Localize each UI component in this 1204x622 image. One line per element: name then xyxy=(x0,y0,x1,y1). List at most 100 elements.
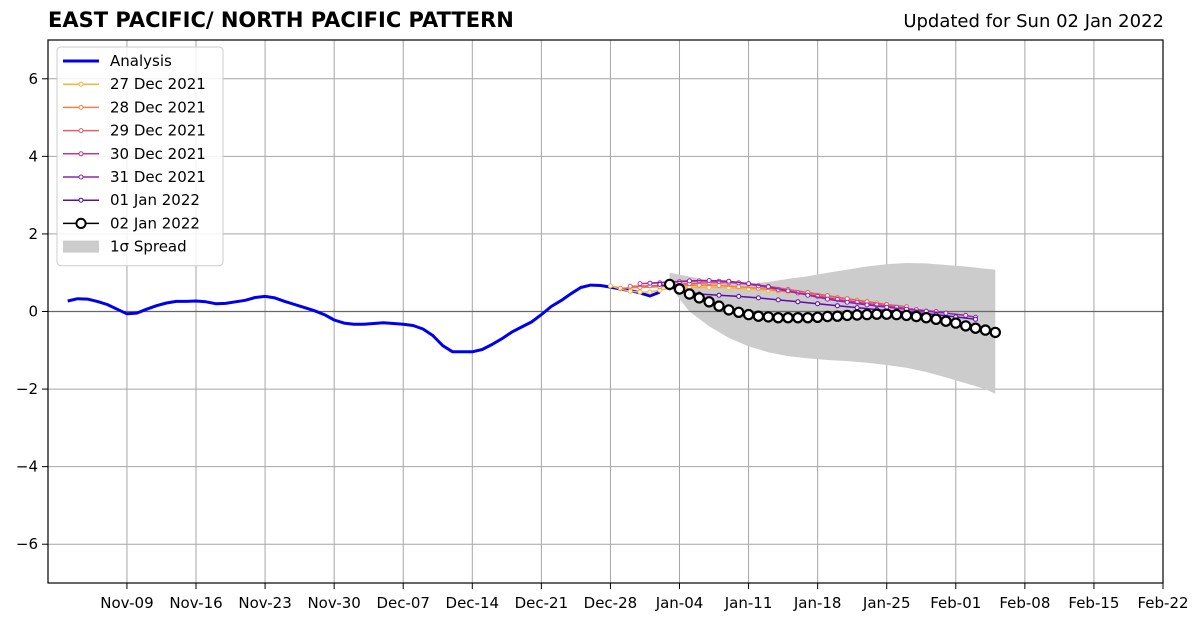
spread-band-layer xyxy=(669,263,996,394)
data-point xyxy=(637,289,643,295)
data-point xyxy=(746,281,752,287)
data-point xyxy=(713,300,725,312)
legend-marker xyxy=(78,81,84,87)
data-point xyxy=(844,299,850,305)
data-point xyxy=(900,309,913,322)
data-point xyxy=(851,309,863,321)
legend-label: 28 Dec 2021 xyxy=(110,98,206,116)
data-point xyxy=(723,304,735,316)
y-tick-label: 0 xyxy=(28,303,38,321)
data-point xyxy=(805,292,811,298)
data-point xyxy=(663,278,676,291)
data-point xyxy=(647,280,653,286)
data-point xyxy=(782,312,794,324)
data-point xyxy=(861,308,873,321)
legend-label: 27 Dec 2021 xyxy=(110,75,206,93)
x-tick-label: Feb-08 xyxy=(999,594,1050,612)
data-point xyxy=(920,312,932,324)
data-point xyxy=(703,296,715,308)
legend-label: 02 Jan 2022 xyxy=(110,214,200,232)
data-point xyxy=(627,283,633,289)
legend-marker xyxy=(78,174,84,180)
legend-marker xyxy=(78,128,84,134)
data-point xyxy=(821,310,834,323)
data-point xyxy=(706,278,712,283)
chart-title: EAST PACIFIC/ NORTH PACIFIC PATTERN xyxy=(48,8,514,32)
legend-marker xyxy=(78,197,84,203)
legend-swatch xyxy=(63,240,99,253)
x-tick-label: Jan-11 xyxy=(724,594,773,612)
data-point xyxy=(834,303,840,309)
data-point xyxy=(831,310,844,322)
data-point xyxy=(792,312,804,324)
data-point xyxy=(752,310,765,322)
y-tick-label: −4 xyxy=(16,458,38,476)
data-point xyxy=(772,312,784,324)
data-point xyxy=(762,311,775,323)
data-point xyxy=(825,296,830,302)
y-tick-label: 4 xyxy=(28,147,38,165)
x-tick-label: Jan-18 xyxy=(793,594,842,612)
data-point xyxy=(854,305,860,311)
data-point xyxy=(963,312,969,318)
y-tick-label: −2 xyxy=(16,380,38,398)
series-line-analysis xyxy=(67,283,661,354)
data-point xyxy=(726,278,732,284)
series-layer xyxy=(67,278,1002,354)
legend-marker xyxy=(78,151,84,157)
x-tick-label: Dec-28 xyxy=(584,594,638,612)
y-tick-label: −6 xyxy=(16,535,38,553)
legend-marker xyxy=(75,217,87,229)
x-tick-label: Nov-23 xyxy=(238,594,291,612)
data-point xyxy=(647,289,653,295)
data-point xyxy=(910,310,923,323)
legend-label: 31 Dec 2021 xyxy=(110,168,206,186)
data-point xyxy=(950,317,962,329)
data-point xyxy=(973,316,978,322)
x-tick-label: Dec-21 xyxy=(515,594,569,612)
x-tick-label: Nov-16 xyxy=(169,594,222,612)
legend-label: Analysis xyxy=(110,52,172,70)
chart-subtitle: Updated for Sun 02 Jan 2022 xyxy=(903,11,1164,32)
data-point xyxy=(765,284,771,290)
legend-label: 29 Dec 2021 xyxy=(110,122,206,140)
data-point xyxy=(657,281,663,287)
legend-entry: 01 Jan 2022 xyxy=(63,191,200,209)
data-point xyxy=(686,278,692,284)
data-point xyxy=(706,285,712,290)
data-point xyxy=(841,309,853,322)
data-point xyxy=(607,283,613,289)
legend-box xyxy=(56,46,224,267)
data-point xyxy=(943,310,949,316)
axes: Nov-09 Nov-16 Nov-23 Nov-30 Dec-07 Dec-14 Dec-… xyxy=(16,39,1189,612)
series-line xyxy=(649,279,976,319)
legend-entry: 30 Dec 2021 xyxy=(63,145,206,163)
legend-entry: 28 Dec 2021 xyxy=(63,98,206,116)
legend-entry: 1σ Spread xyxy=(63,238,187,256)
data-point xyxy=(637,281,643,287)
x-tick-label: Feb-22 xyxy=(1137,594,1188,612)
data-point xyxy=(627,288,633,294)
data-point xyxy=(716,292,722,298)
data-point xyxy=(755,295,761,301)
legend-entry: 02 Jan 2022 xyxy=(63,214,200,232)
data-point xyxy=(940,315,952,327)
x-tick-label: Jan-25 xyxy=(862,594,911,612)
x-tick-label: Feb-01 xyxy=(930,594,981,612)
legend: Analysis 27 Dec 2021 28 Dec 2021 29 Dec 202… xyxy=(56,46,224,267)
data-point xyxy=(979,324,992,336)
data-point xyxy=(811,311,824,323)
data-point xyxy=(890,308,903,321)
legend-label: 30 Dec 2021 xyxy=(110,145,206,163)
data-point xyxy=(802,312,814,324)
data-point xyxy=(673,283,686,295)
data-point xyxy=(736,293,742,299)
data-point xyxy=(815,301,821,307)
x-tick-label: Nov-30 xyxy=(307,594,360,612)
data-point xyxy=(960,320,972,332)
legend-marker xyxy=(78,104,84,110)
data-point xyxy=(736,284,742,290)
data-point xyxy=(775,297,781,303)
data-point xyxy=(864,302,870,308)
